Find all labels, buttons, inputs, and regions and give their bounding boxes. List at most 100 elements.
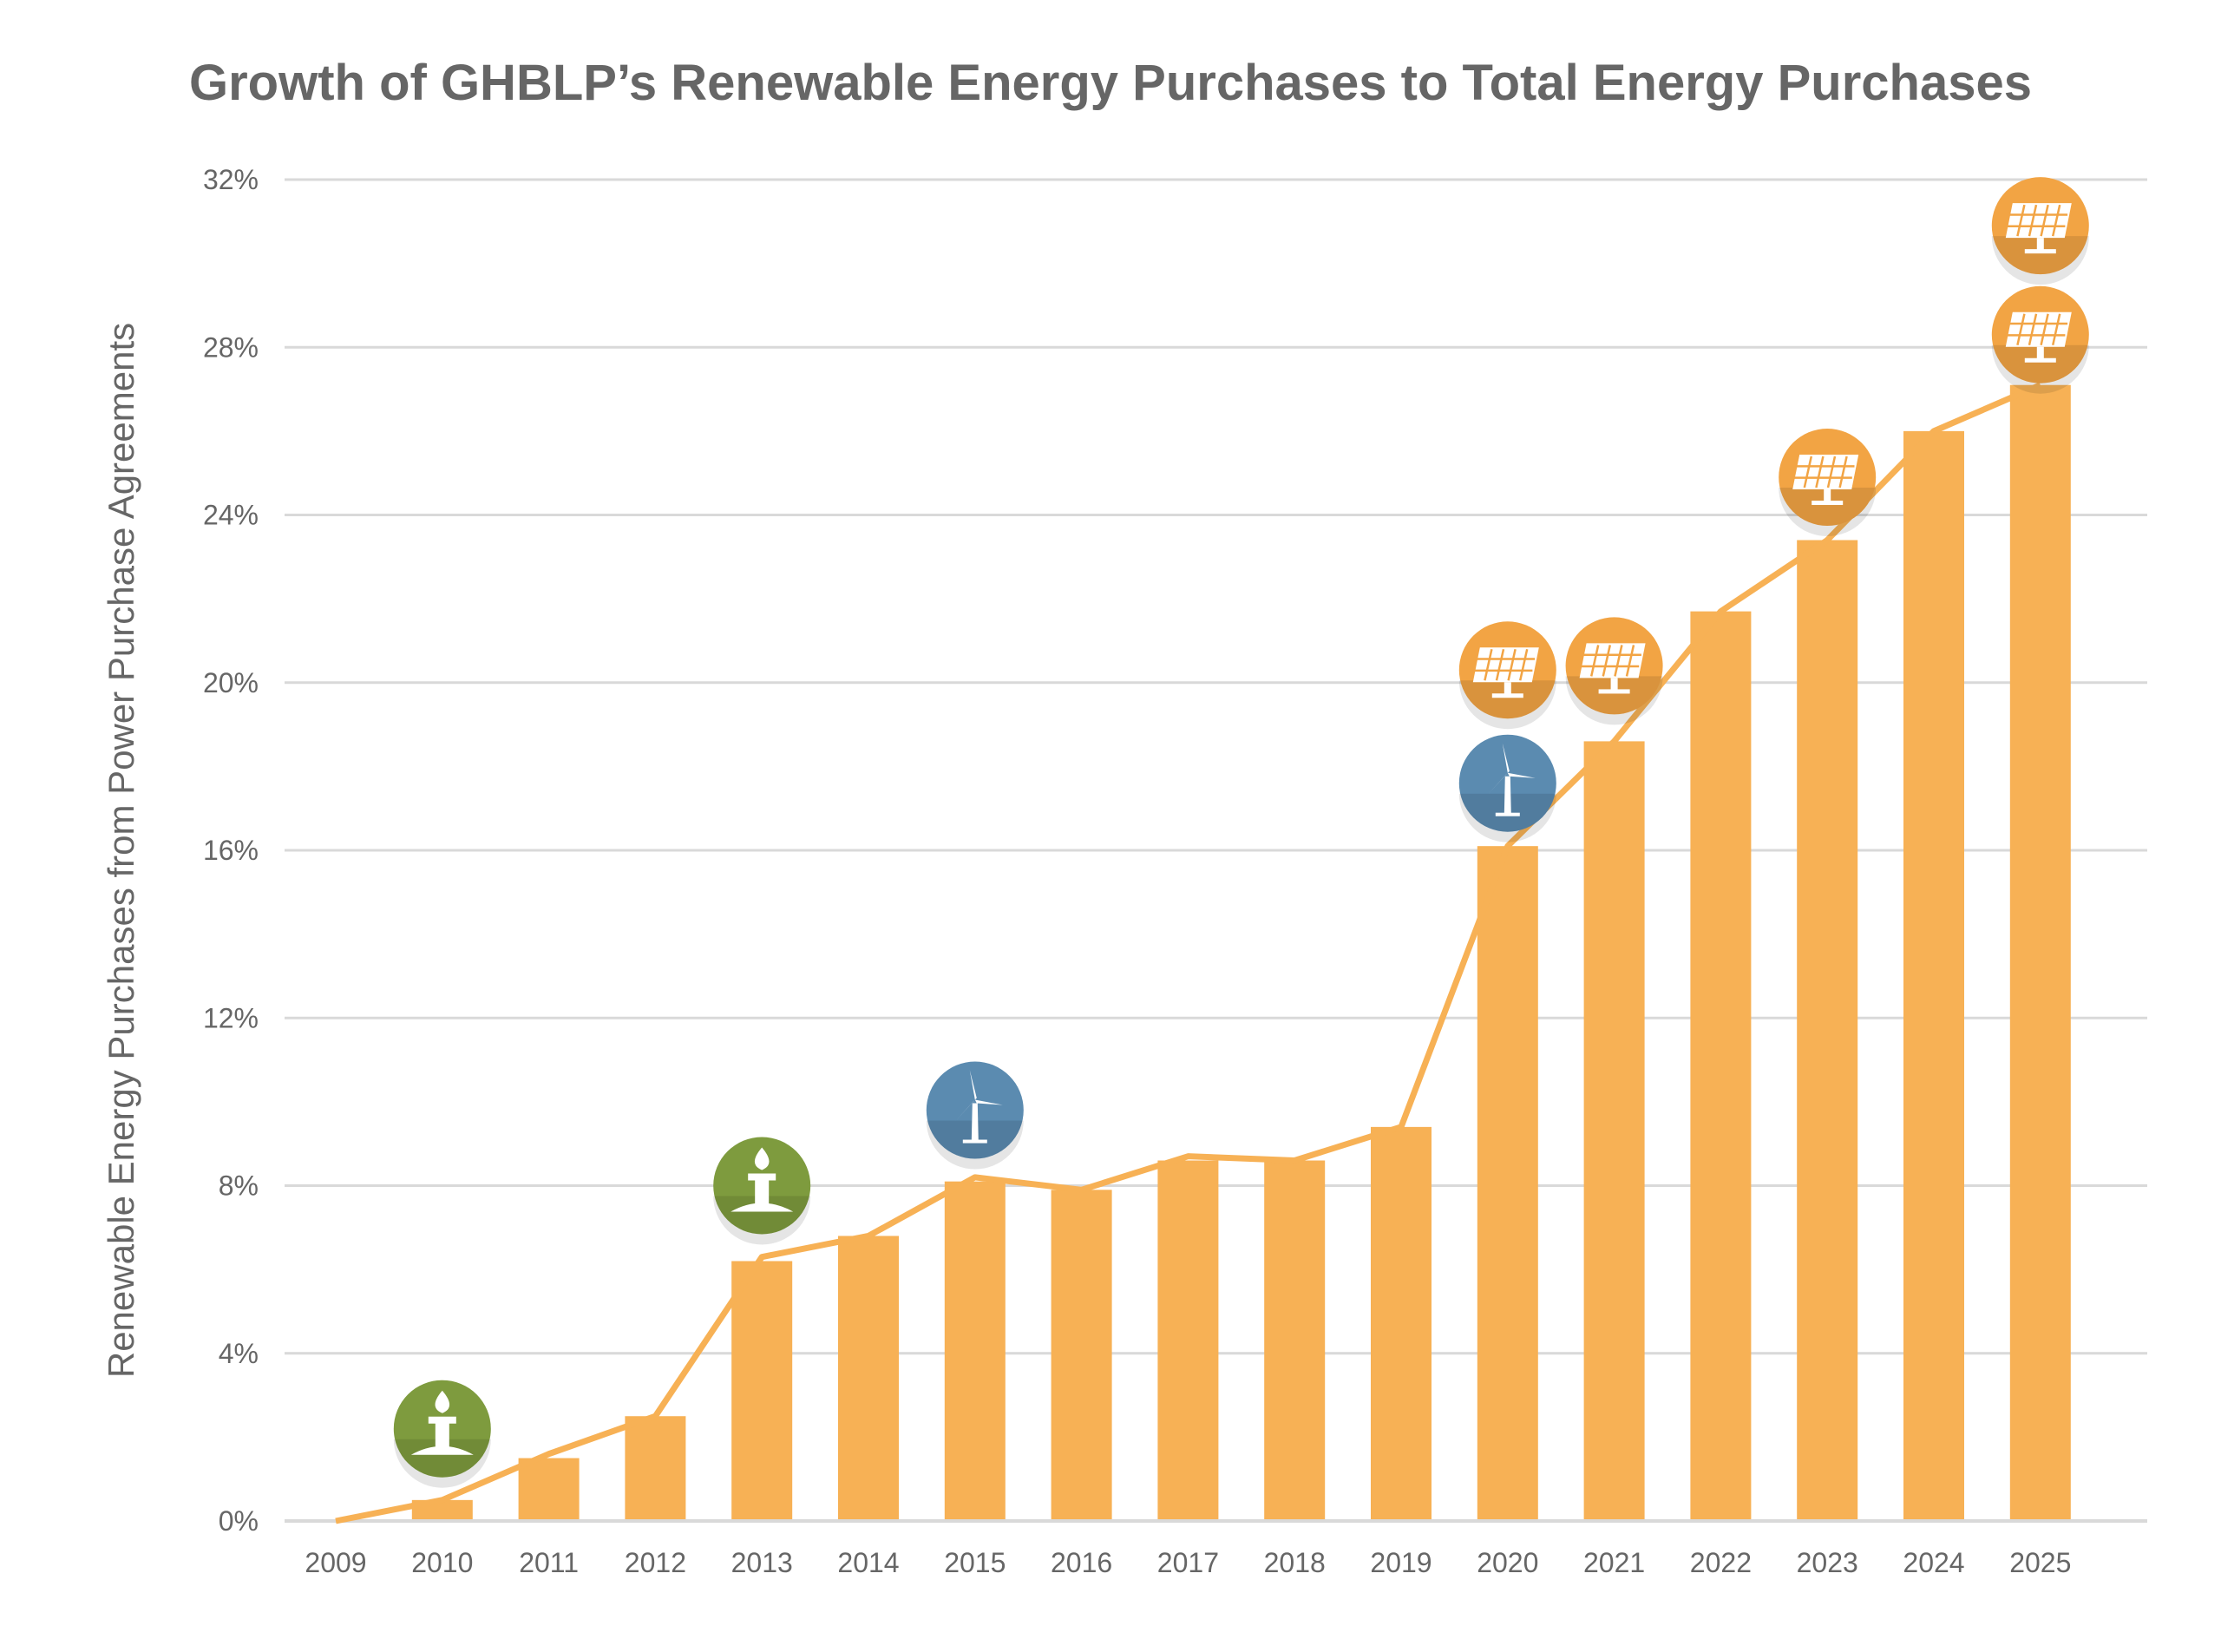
icon-stand-base xyxy=(2024,357,2056,363)
icon-panel-grid xyxy=(1602,645,1612,677)
icon-panel-grid xyxy=(2040,313,2049,346)
x-tick-label: 2017 xyxy=(1157,1547,1219,1578)
icon-panel-grid xyxy=(2028,313,2038,346)
y-tick-label: 20% xyxy=(203,667,259,698)
x-tick-label: 2012 xyxy=(625,1547,686,1578)
icon-stand xyxy=(2036,238,2044,251)
icon-shade xyxy=(1458,680,1556,730)
solar-panel-icon xyxy=(1779,429,1877,537)
icon-shade xyxy=(393,1439,491,1488)
solar-panel-icon xyxy=(1458,621,1556,730)
y-tick-label: 32% xyxy=(203,164,259,195)
wind-turbine-icon xyxy=(926,1061,1024,1170)
bar-2025 xyxy=(2009,384,2071,1522)
icon-panel-grid xyxy=(1803,456,1813,488)
icon-burner xyxy=(435,1421,449,1450)
icon-stand-base xyxy=(1598,689,1630,694)
icon-shade xyxy=(1565,676,1663,725)
bar-2020 xyxy=(1477,846,1538,1521)
icon-burner-top xyxy=(428,1416,456,1424)
x-tick-label: 2023 xyxy=(1797,1547,1858,1578)
x-tick-label: 2015 xyxy=(944,1547,1006,1578)
icon-blade xyxy=(955,1099,975,1121)
x-tick-label: 2009 xyxy=(305,1547,366,1578)
icon-panel-grid xyxy=(2051,204,2061,237)
icon-panel-grid xyxy=(1484,648,1493,681)
icon-tower xyxy=(971,1103,979,1142)
icon-blade xyxy=(969,1070,977,1100)
biomass-flame-icon xyxy=(713,1137,811,1245)
icon-panel-grid xyxy=(1589,645,1600,677)
icon-blade xyxy=(1488,772,1508,794)
icon-panel-grid xyxy=(2051,313,2061,346)
solar-panel-icon xyxy=(1565,617,1663,725)
icon-panel-grid xyxy=(2016,313,2026,346)
icon-panel-grid xyxy=(2040,204,2049,237)
y-tick-label: 8% xyxy=(219,1170,259,1202)
solar-panel-icon xyxy=(1991,285,2089,394)
icon-flame xyxy=(754,1147,770,1170)
y-tick-label: 28% xyxy=(203,331,259,363)
icon-flame xyxy=(435,1390,450,1413)
icon-panel xyxy=(1472,647,1539,683)
icon-stand xyxy=(1824,489,1831,502)
icon-panel-grid xyxy=(2016,204,2026,237)
icon-panel-grid xyxy=(1838,456,1848,488)
bar-2021 xyxy=(1583,741,1645,1521)
bar-2014 xyxy=(838,1236,899,1521)
icon-mound xyxy=(731,1203,794,1212)
bar-2015 xyxy=(944,1181,1006,1521)
x-tick-label: 2014 xyxy=(837,1547,899,1578)
icon-base xyxy=(1495,812,1520,816)
icon-burner xyxy=(755,1178,770,1207)
x-tick-label: 2016 xyxy=(1051,1547,1112,1578)
y-tick-label: 24% xyxy=(203,500,259,531)
bar-2018 xyxy=(1264,1160,1326,1521)
icon-blade xyxy=(1507,772,1536,778)
x-tick-label: 2021 xyxy=(1583,1547,1645,1578)
bar-2017 xyxy=(1157,1160,1219,1521)
icon-shade xyxy=(926,1120,1024,1170)
bar-2023 xyxy=(1797,540,1858,1521)
icon-shade xyxy=(713,1196,811,1245)
chart-title: Growth of GHBLP’s Renewable Energy Purch… xyxy=(189,55,2032,111)
bar-2011 xyxy=(518,1458,580,1521)
icon-panel-grid xyxy=(1614,645,1623,677)
x-tick-label: 2020 xyxy=(1477,1547,1538,1578)
bar-2022 xyxy=(1690,611,1752,1521)
icon-burner-top xyxy=(748,1173,776,1181)
icon-panel xyxy=(2005,203,2072,239)
icon-blade xyxy=(1502,743,1510,773)
y-tick-label: 4% xyxy=(219,1338,259,1369)
icon-shade xyxy=(1779,488,1877,537)
bar-2013 xyxy=(731,1261,793,1521)
x-tick-label: 2011 xyxy=(519,1547,579,1578)
x-tick-label: 2010 xyxy=(411,1547,473,1578)
bar-2019 xyxy=(1371,1126,1432,1521)
icon-mound xyxy=(410,1446,474,1455)
icon-shade xyxy=(1458,793,1556,842)
icon-panel-grid xyxy=(1826,456,1837,488)
solar-panel-icon xyxy=(1991,177,2089,285)
icon-blade xyxy=(974,1099,1003,1105)
wind-turbine-icon xyxy=(1458,734,1556,842)
icon-panel xyxy=(2005,311,2072,347)
icon-stand xyxy=(2036,346,2044,359)
icon-stand-base xyxy=(1491,693,1523,698)
x-tick-label: 2024 xyxy=(1903,1547,1964,1578)
x-tick-label: 2019 xyxy=(1370,1547,1432,1578)
icon-stand-base xyxy=(2024,249,2056,254)
icon-shade xyxy=(1991,344,2089,394)
icon-panel-grid xyxy=(2028,204,2038,237)
bar-2024 xyxy=(1903,430,1964,1521)
icon-panel-grid xyxy=(1507,648,1517,681)
x-tick-label: 2025 xyxy=(2009,1547,2071,1578)
y-tick-label: 16% xyxy=(203,835,259,866)
bar-2016 xyxy=(1051,1190,1112,1521)
x-tick-label: 2013 xyxy=(731,1547,793,1578)
icon-base xyxy=(962,1139,987,1144)
icon-panel-grid xyxy=(1518,648,1529,681)
icon-tower xyxy=(1504,776,1511,815)
biomass-flame-icon xyxy=(393,1380,491,1488)
